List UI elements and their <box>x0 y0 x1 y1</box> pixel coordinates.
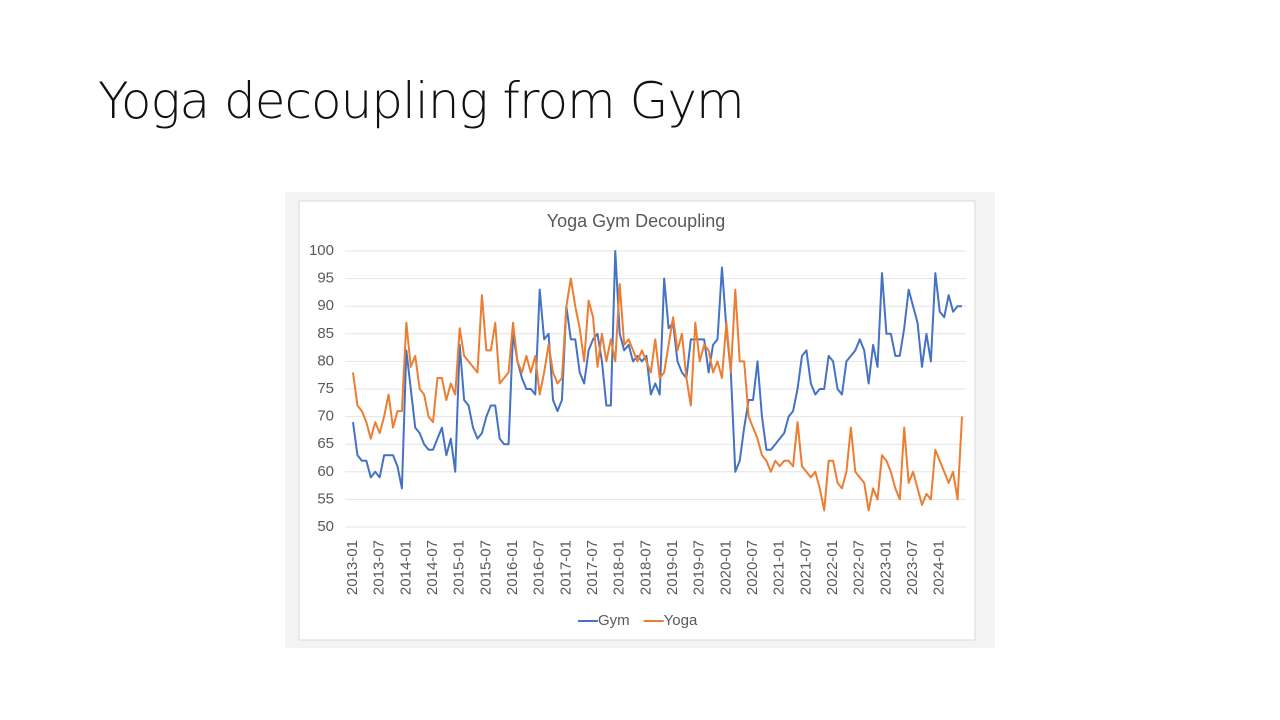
y-tick-label: 60 <box>317 463 334 480</box>
y-tick-label: 65 <box>317 435 334 452</box>
x-tick-label: 2024-01 <box>931 540 948 595</box>
x-tick-label: 2020-07 <box>744 540 761 595</box>
y-tick-label: 95 <box>317 270 334 287</box>
legend-label: Yoga <box>664 612 698 629</box>
x-tick-label: 2018-01 <box>611 540 628 595</box>
y-tick-label: 55 <box>317 490 334 507</box>
series-line <box>352 277 963 512</box>
y-tick-label: 50 <box>317 518 334 535</box>
x-tick-label: 2015-07 <box>477 540 494 595</box>
x-tick-label: 2019-01 <box>664 540 681 595</box>
y-tick-label: 70 <box>317 408 334 425</box>
x-tick-label: 2017-07 <box>584 540 601 595</box>
slide-title: Yoga decoupling from Gym <box>98 72 745 130</box>
x-tick-label: 2013-07 <box>371 540 388 595</box>
x-tick-label: 2017-01 <box>557 540 574 595</box>
x-tick-label: 2022-01 <box>824 540 841 595</box>
x-tick-label: 2015-01 <box>451 540 468 595</box>
x-tick-label: 2019-07 <box>691 540 708 595</box>
y-tick-label: 80 <box>317 352 334 369</box>
y-tick-label: 85 <box>317 325 334 342</box>
x-tick-label: 2021-07 <box>797 540 814 595</box>
x-tick-label: 2014-07 <box>424 540 441 595</box>
x-tick-label: 2014-01 <box>397 540 414 595</box>
legend-label: Gym <box>598 612 630 629</box>
x-tick-label: 2016-07 <box>531 540 548 595</box>
x-tick-label: 2013-01 <box>344 540 361 595</box>
x-tick-label: 2022-07 <box>851 540 868 595</box>
x-tick-label: 2016-01 <box>504 540 521 595</box>
series-line <box>352 250 962 490</box>
y-tick-label: 90 <box>317 297 334 314</box>
x-tick-label: 2021-01 <box>771 540 788 595</box>
x-tick-label: 2020-01 <box>717 540 734 595</box>
x-tick-label: 2023-07 <box>904 540 921 595</box>
chart-title: Yoga Gym Decoupling <box>547 211 725 231</box>
x-tick-label: 2018-07 <box>637 540 654 595</box>
x-tick-label: 2023-01 <box>877 540 894 595</box>
y-tick-label: 100 <box>309 242 334 259</box>
y-tick-label: 75 <box>317 380 334 397</box>
chart-area <box>298 200 976 641</box>
